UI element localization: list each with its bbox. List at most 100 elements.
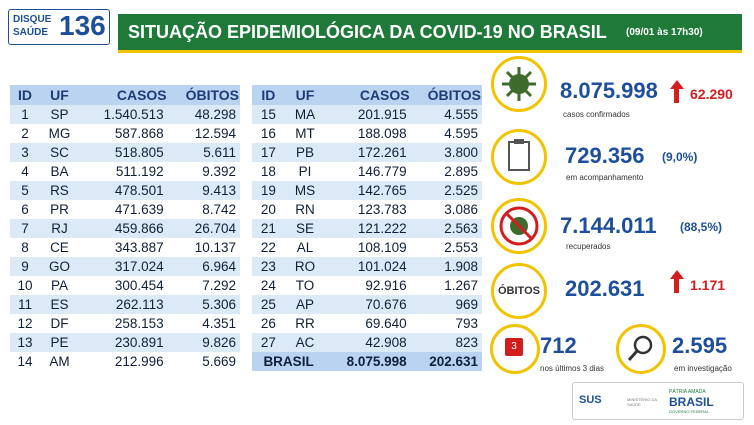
cell: AC	[284, 333, 326, 352]
cell: SE	[284, 219, 326, 238]
cell: SC	[40, 143, 79, 162]
cell: 121.222	[325, 219, 411, 238]
calendar-day: 3	[505, 338, 523, 356]
cell: 14	[17, 354, 33, 369]
row: 7 RJ 459.866 26.704	[10, 219, 240, 238]
logo-top: DISQUE	[13, 14, 52, 25]
cell: 13	[10, 333, 41, 352]
arrow-stem	[674, 279, 679, 293]
cell: 108.109	[357, 240, 407, 255]
cell: 262.113	[78, 295, 168, 314]
recovered-icon	[491, 198, 547, 254]
cell: 146.779	[357, 164, 407, 179]
cell: MA	[284, 105, 326, 124]
recent-label: nos últimos 3 dias	[540, 364, 605, 373]
column-header: ÓBITOS	[410, 85, 482, 105]
cell: 9	[10, 257, 41, 276]
cell: 172.261	[325, 143, 411, 162]
cell: 26.704	[167, 219, 240, 238]
cell: DF	[50, 316, 69, 331]
cell: 2.525	[410, 181, 482, 200]
cell: AL	[296, 240, 314, 255]
monitoring-percent: (9,0%)	[662, 150, 698, 164]
column-header: UF	[284, 85, 326, 105]
cell: 230.891	[78, 333, 168, 352]
cell: 9.392	[202, 164, 236, 179]
deaths-value: 202.631	[565, 276, 645, 301]
column-header: ID	[252, 85, 285, 105]
cell: 10	[17, 278, 33, 293]
cell: 17	[252, 143, 285, 162]
cell: 101.024	[325, 257, 411, 276]
cell: 142.765	[325, 181, 411, 200]
cell: 92.916	[365, 278, 407, 293]
logo-number: 136	[59, 10, 106, 41]
cell: RS	[40, 181, 79, 200]
recovered-label: recuperados	[566, 242, 611, 251]
row: 11 ES 262.113 5.306	[10, 295, 240, 314]
column-header: CASOS	[78, 85, 168, 105]
title-bar: SITUAÇÃO EPIDEMIOLÓGICA DA COVID-19 NO B…	[118, 14, 742, 53]
cell: 123.783	[357, 202, 407, 217]
cell: 793	[455, 316, 478, 331]
cell: 5.306	[167, 295, 240, 314]
cell: 15	[252, 105, 285, 124]
row: 15 MA 201.915 4.555	[252, 105, 482, 124]
cell: 9.413	[167, 181, 240, 200]
cell: 459.866	[78, 219, 168, 238]
cell: 11	[10, 295, 41, 314]
cell: 22	[260, 240, 276, 255]
row: 8 CE 343.887 10.137	[10, 238, 240, 257]
cell: PR	[50, 202, 69, 217]
date: (09/01 às 17h30)	[626, 27, 703, 38]
total-row: BRASIL 8.075.998 202.631	[252, 352, 482, 371]
cell: 587.868	[114, 126, 164, 141]
cell: 201.915	[325, 105, 411, 124]
header-row: ID UF CASOS ÓBITOS	[10, 85, 240, 105]
column-header: UF	[40, 85, 79, 105]
cell: MS	[284, 181, 326, 200]
cell: 188.098	[357, 126, 407, 141]
cell: 7.292	[202, 278, 236, 293]
logo: DISQUE SAÚDE 136	[8, 9, 110, 45]
title: SITUAÇÃO EPIDEMIOLÓGICA DA COVID-19 NO B…	[128, 22, 607, 42]
cell: ES	[40, 295, 79, 314]
row: 12 DF 258.153 4.351	[10, 314, 240, 333]
row: 27 AC 42.908 823	[252, 333, 482, 352]
recent-value: 712	[540, 333, 577, 358]
row: 2 MG 587.868 12.594	[10, 124, 240, 143]
deaths-increase: 1.171	[690, 277, 726, 293]
cell: 343.887	[114, 240, 164, 255]
row: 5 RS 478.501 9.413	[10, 181, 240, 200]
footer-logos: SUS MINISTÉRIO DA SAÚDE PÁTRIA AMADA BRA…	[572, 382, 744, 420]
row: 6 PR 471.639 8.742	[10, 200, 240, 219]
cell: 471.639	[114, 202, 164, 217]
cell: 10.137	[194, 240, 236, 255]
cell: 969	[410, 295, 482, 314]
cell: 69.640	[365, 316, 407, 331]
cell: 24	[260, 278, 276, 293]
sus-logo: SUS	[579, 394, 602, 406]
row: 4 BA 511.192 9.392	[10, 162, 240, 181]
arrow-up	[670, 80, 684, 89]
table-right: ID UF CASOS ÓBITOS 15 MA 201.915 4.555 16 MT 188.0…	[252, 85, 482, 371]
row: 19 MS 142.765 2.525	[252, 181, 482, 200]
column-header: ID	[10, 85, 41, 105]
cell: AP	[284, 295, 326, 314]
row: 10 PA 300.454 7.292	[10, 276, 240, 295]
cell: 4.351	[202, 316, 236, 331]
cell: RN	[295, 202, 315, 217]
cell: 1.540.513	[78, 105, 168, 124]
cell: 70.676	[325, 295, 411, 314]
recovered-value: 7.144.011	[560, 213, 657, 238]
row: 17 PB 172.261 3.800	[252, 143, 482, 162]
row: 9 GO 317.024 6.964	[10, 257, 240, 276]
cell: 9.826	[167, 333, 240, 352]
cell: 212.996	[114, 354, 164, 369]
deaths-badge-text: ÓBITOS	[498, 285, 540, 297]
motto: PÁTRIA AMADA	[669, 389, 706, 395]
total-cell: 202.631	[410, 352, 482, 371]
cell: 8.742	[202, 202, 236, 217]
arrow-up	[670, 270, 684, 279]
cell: 2.563	[410, 219, 482, 238]
